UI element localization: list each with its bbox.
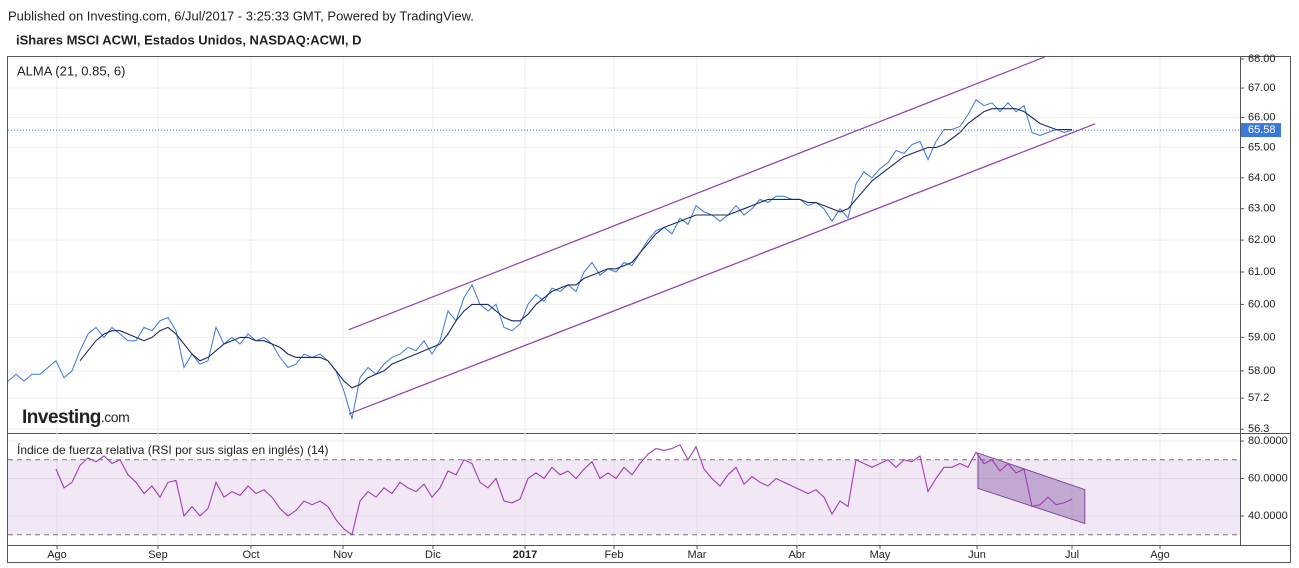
y-tick-label: 56.3 [1248,423,1269,435]
trend-line [348,123,1096,415]
x-tick-label: Ago [1150,549,1170,561]
rsi-pane-title: Índice de fuerza relativa (RSI por sus s… [17,442,328,457]
x-tick-label: Abr [788,549,805,561]
x-tick-label: Oct [242,549,259,561]
y-tick-label: 61.00 [1248,266,1276,278]
price-pane-title: ALMA (21, 0.85, 6) [17,63,125,78]
rsi-channel [977,452,1086,525]
published-note: Published on Investing.com, 6/Jul/2017 -… [8,8,474,23]
last-value-label: 65.58 [1248,124,1276,136]
y-tick-label: 68.00 [1248,53,1276,65]
logo: Investing.com [22,407,129,428]
series-line [79,108,1072,389]
y-tick-label: 57.2 [1248,392,1269,404]
frame [7,56,1291,563]
instrument-title: iShares MSCI ACWI, Estados Unidos, NASDA… [16,32,362,47]
x-tick-label: May [870,549,891,561]
series-line [55,444,1073,536]
x-tick-label: Dic [425,549,441,561]
y-tick-label: 40.0000 [1248,510,1288,522]
logo-name: Investing [22,407,101,428]
x-tick-label: Nov [333,549,353,561]
y-tick-label: 60.0000 [1248,472,1288,484]
x-tick-label: Sep [148,549,168,561]
rsi-pane [55,444,1086,536]
y-tick-label: 59.00 [1248,331,1276,343]
y-tick-label: 58.00 [1248,365,1276,377]
y-tick-label: 64.00 [1248,172,1276,184]
x-tick-label: Jun [968,549,986,561]
y-tick-label: 60.00 [1248,298,1276,310]
axes: Ago Sep Oct Nov Dic 2017 Feb Mar Abr May Jun Jul Ago… [47,53,1288,561]
y-tick-label: 80.0000 [1248,435,1288,447]
x-tick-label: Jul [1065,549,1079,561]
series-line [8,99,1073,419]
y-tick-label: 66.00 [1248,111,1276,123]
y-tick-label: 63.00 [1248,203,1276,215]
x-tick-label: Feb [605,549,624,561]
last-value-box [1241,123,1281,138]
trend-line [348,57,1046,331]
price-pane [8,57,1240,419]
grid [8,57,1240,545]
x-tick-label: Ago [47,549,67,561]
x-tick-label: 2017 [513,549,537,561]
logo-suffix: .com [101,409,129,425]
y-tick-label: 67.00 [1248,82,1276,94]
y-tick-label: 62.00 [1248,234,1276,246]
x-tick-label: Mar [688,549,707,561]
y-tick-label: 65.00 [1248,141,1276,153]
